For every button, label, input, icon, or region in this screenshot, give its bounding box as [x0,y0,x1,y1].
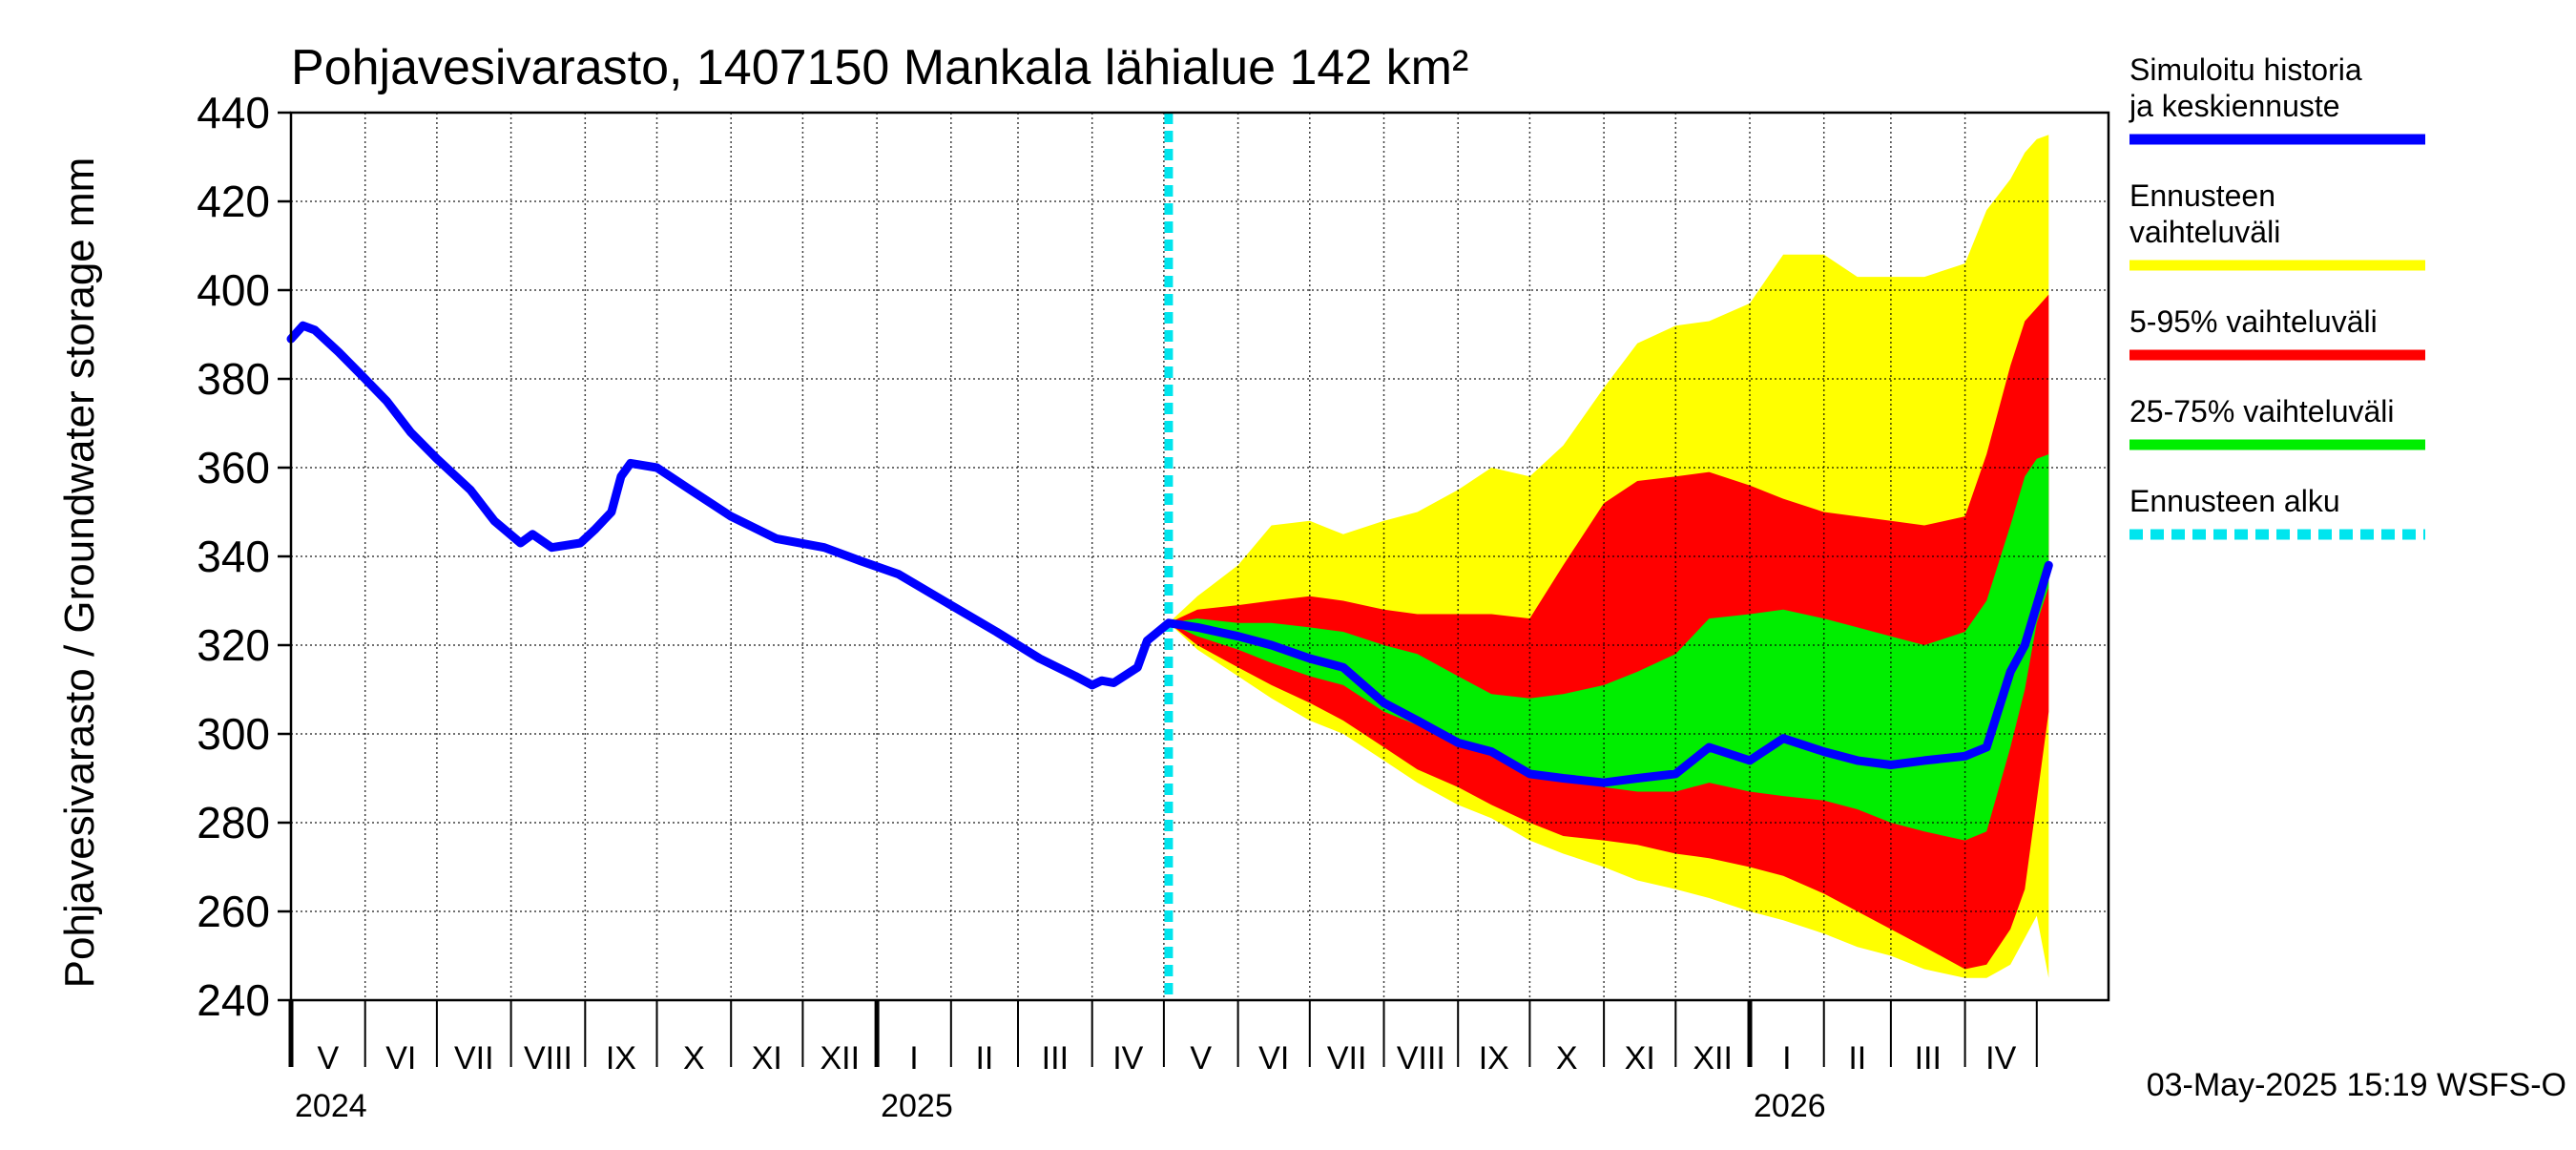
legend: Simuloitu historia ja keskiennuste Ennuste… [2129,52,2425,540]
x-month-label: II [1848,1040,1866,1077]
y-tick-label: 300 [197,709,270,759]
y-tick-label: 360 [197,443,270,492]
x-month-label: I [909,1040,918,1077]
y-tick-label: 420 [197,177,270,226]
x-month-label: II [975,1040,993,1077]
x-year-label: 2024 [295,1088,367,1124]
legend-label-median: Simuloitu historia ja keskiennuste [2129,52,2362,123]
x-month-label: VI [385,1040,416,1077]
y-tick-label: 400 [197,265,270,315]
chart-title: Pohjavesivarasto, 1407150 Mankala lähial… [291,40,1468,95]
legend-label-forecast_start: Ennusteen alku [2129,484,2340,518]
x-month-label: V [318,1040,340,1077]
x-month-label: XI [1625,1040,1655,1077]
x-month-label: X [683,1040,705,1077]
x-month-label: IX [606,1040,636,1077]
x-month-label: IX [1479,1040,1509,1077]
x-month-label: IV [1112,1040,1143,1077]
band-range-25-75 [1168,454,2049,841]
legend-label-range_5_95: 5-95% vaihteluväli [2129,304,2378,339]
x-month-label: XII [820,1040,860,1077]
x-month-label: VI [1258,1040,1289,1077]
y-tick-label: 280 [197,798,270,847]
legend-label-range_full: Ennusteen vaihteluväli [2129,178,2280,249]
x-month-label: I [1782,1040,1791,1077]
y-tick-label: 440 [197,88,270,137]
x-month-label: X [1556,1040,1578,1077]
series-line-median [286,321,2053,787]
y-tick-label: 260 [197,887,270,936]
legend-label-range_25_75: 25-75% vaihteluväli [2129,394,2395,429]
x-month-label: III [1915,1040,1942,1077]
x-month-label: VII [1327,1040,1367,1077]
y-axis-label: Pohjavesivarasto / Groundwater storage m… [56,157,103,989]
x-month-label: VII [454,1040,494,1077]
y-tick-label: 320 [197,620,270,670]
x-month-label: IV [1985,1040,2016,1077]
x-month-label: VIII [1397,1040,1445,1077]
x-year-label: 2025 [881,1088,953,1124]
y-tick-label: 240 [197,975,270,1025]
y-tick-label: 380 [197,354,270,404]
footer-timestamp: 03-May-2025 15:19 WSFS-O [2147,1067,2566,1103]
x-month-label: XI [752,1040,782,1077]
x-year-label: 2026 [1754,1088,1826,1124]
x-month-label: XII [1693,1040,1733,1077]
x-month-label: III [1042,1040,1069,1077]
plot-layer [286,112,2109,1001]
y-tick-label: 340 [197,532,270,581]
x-month-label: V [1190,1040,1212,1077]
x-month-label: VIII [524,1040,572,1077]
